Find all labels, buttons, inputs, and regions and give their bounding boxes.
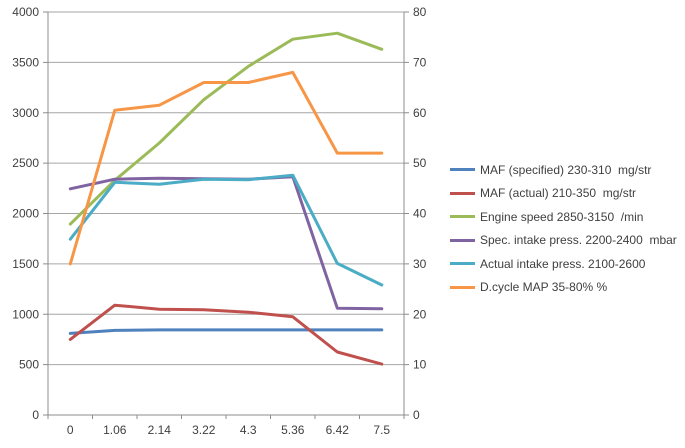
y-axis-left-tick-label: 0 [32, 408, 39, 422]
y-axis-left-tick-label: 500 [19, 358, 39, 372]
y-axis-left-tick-label: 1000 [12, 307, 39, 321]
legend-item-engine-speed: Engine speed 2850-3150 /min [450, 205, 682, 229]
legend-item-dcycle-map: D.cycle MAP 35-80% % [450, 276, 682, 300]
y-axis-left-tick-label: 1500 [12, 257, 39, 271]
legend-line-marker-dcycle-map [450, 285, 475, 289]
legend-line-marker-maf-specified [450, 168, 475, 172]
y-axis-right-tick-label: 30 [413, 257, 427, 271]
y-axis-right-tick-label: 60 [413, 106, 427, 120]
series-line-maf-specified [68, 328, 384, 335]
x-axis-tick-label: 0 [67, 423, 74, 437]
x-axis-tick-label: 1.06 [103, 423, 127, 437]
y-axis-right-tick-label: 80 [413, 5, 427, 19]
legend-label-actual-intake-press: Actual intake press. 2100-2600 [480, 256, 646, 271]
x-axis-tick-label: 2.14 [148, 423, 172, 437]
series-line-maf-actual [68, 303, 384, 366]
y-axis-right-tick-label: 20 [413, 307, 427, 321]
y-axis-left-tick-label: 2500 [12, 156, 39, 170]
legend-label-maf-actual: MAF (actual) 210-350 mg/str [480, 186, 637, 201]
y-axis-right-tick-label: 70 [413, 55, 427, 69]
legend-line-marker-engine-speed [450, 215, 475, 219]
legend-line-marker-maf-actual [450, 191, 475, 195]
x-axis-tick-label: 4.3 [240, 423, 257, 437]
series-line-engine-speed [68, 31, 384, 226]
y-axis-right-tick-label: 40 [413, 207, 427, 221]
legend-item-maf-actual: MAF (actual) 210-350 mg/str [450, 182, 682, 206]
chart-legend: MAF (specified) 230-310 mg/str MAF (actua… [450, 158, 682, 299]
y-axis-left-tick-label: 3500 [12, 55, 39, 69]
x-axis-tick-label: 7.5 [373, 423, 390, 437]
legend-item-actual-intake-press: Actual intake press. 2100-2600 [450, 252, 682, 276]
legend-line-marker-actual-intake-press [450, 262, 475, 266]
x-axis-tick-label: 6.42 [326, 423, 350, 437]
x-axis-tick-label: 3.22 [192, 423, 216, 437]
y-axis-right-tick-label: 10 [413, 358, 427, 372]
series-line-actual-intake-press [68, 173, 384, 287]
series-line-spec-intake-press [68, 175, 384, 311]
legend-item-maf-specified: MAF (specified) 230-310 mg/str [450, 158, 682, 182]
y-axis-left-tick-label: 3000 [12, 106, 39, 120]
legend-label-engine-speed: Engine speed 2850-3150 /min [480, 209, 644, 224]
y-axis-right-tick-label: 50 [413, 156, 427, 170]
series-line-dcycle-map [68, 70, 384, 266]
y-axis-right-tick-label: 0 [413, 408, 420, 422]
legend-label-maf-specified: MAF (specified) 230-310 mg/str [480, 162, 652, 177]
y-axis-left-tick-label: 2000 [12, 207, 39, 221]
legend-label-spec-intake-press: Spec. intake press. 2200-2400 mbar [480, 233, 677, 248]
legend-line-marker-spec-intake-press [450, 238, 475, 242]
x-axis-tick-label: 5.36 [281, 423, 305, 437]
y-axis-left-tick-label: 4000 [12, 5, 39, 19]
legend-item-spec-intake-press: Spec. intake press. 2200-2400 mbar [450, 229, 682, 253]
legend-label-dcycle-map: D.cycle MAP 35-80% % [480, 280, 608, 295]
